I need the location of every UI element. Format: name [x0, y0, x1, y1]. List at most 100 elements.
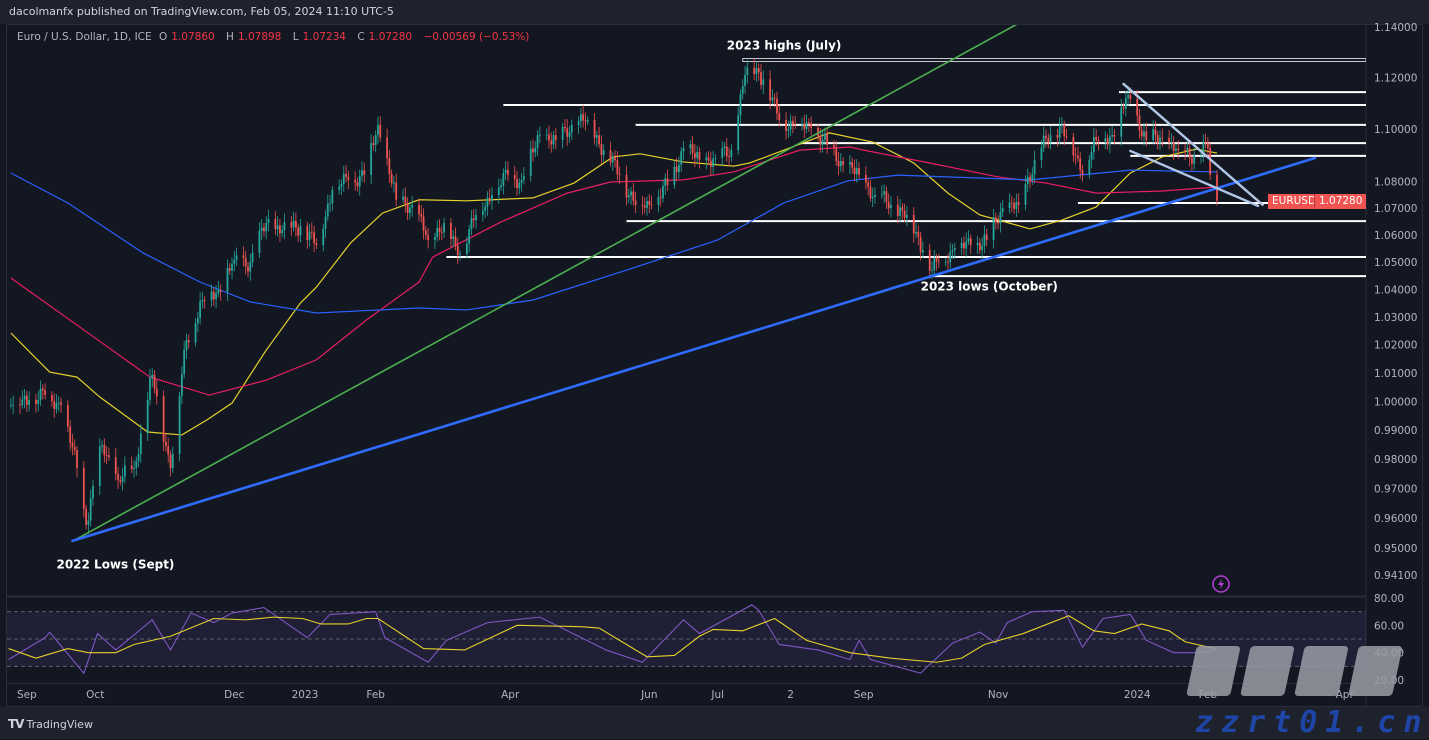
candle-body: [534, 147, 537, 153]
candle-body: [880, 194, 883, 196]
candle-body: [299, 225, 302, 236]
high-value: 1.07898: [237, 31, 282, 43]
candle-body: [678, 164, 680, 173]
candle-body: [1042, 135, 1045, 148]
candle-body: [821, 139, 824, 145]
candle-body: [76, 450, 78, 469]
candle-body: [705, 157, 708, 160]
candle-body: [657, 197, 660, 205]
candle-body: [133, 468, 135, 470]
rsi-line-rsi_ma: [8, 615, 1215, 663]
candle-body: [244, 257, 247, 267]
price-tick-label: 0.94100: [1374, 570, 1417, 582]
candle-body: [577, 121, 580, 125]
candle-body: [443, 223, 445, 233]
candle-body: [1026, 176, 1029, 185]
price-tick-label: 0.98000: [1374, 454, 1417, 466]
candle-body: [196, 318, 199, 324]
candle-body: [785, 119, 787, 131]
candle-body: [217, 290, 220, 294]
candle-body: [712, 158, 715, 167]
candle-body: [564, 126, 566, 129]
candle-body: [1161, 137, 1164, 139]
candle-body: [201, 299, 204, 302]
price-axis[interactable]: 1.14000 1.12000 1.10000 1.08000 1.07000 1.060…: [1374, 22, 1417, 582]
candle-body: [928, 249, 931, 271]
candle-body: [1056, 135, 1059, 138]
candle-body: [406, 203, 409, 214]
candle-body: [185, 339, 188, 351]
candle-body: [855, 168, 858, 175]
candle-body: [586, 119, 589, 122]
annotation-label: 2022 Lows (Sept): [56, 558, 174, 572]
candle-body: [119, 480, 122, 482]
candle-body: [260, 227, 263, 231]
time-tick-label: Dec: [224, 689, 245, 701]
candle-body: [810, 123, 813, 128]
candle-body: [755, 68, 758, 75]
candle-body: [773, 97, 776, 99]
rsi-pane: [7, 604, 1366, 675]
time-tick-label: 2024: [1124, 689, 1151, 701]
candle-body: [568, 132, 571, 137]
lightning-icon[interactable]: [1212, 575, 1230, 593]
open-value: 1.07860: [171, 31, 215, 43]
time-tick-label: Oct: [86, 689, 104, 701]
candle-body: [819, 135, 822, 145]
candle-body: [1177, 148, 1180, 151]
candle-body: [242, 255, 245, 258]
candle-body: [422, 216, 425, 231]
candle-body: [1081, 170, 1084, 175]
candle-body: [25, 395, 28, 405]
candle-body: [326, 203, 329, 217]
candle-body: [390, 174, 393, 184]
candle-body: [714, 158, 717, 159]
candle-body: [698, 152, 701, 160]
time-tick-label: Apr: [501, 689, 520, 701]
candle-body: [155, 388, 158, 397]
candle-body: [1186, 147, 1189, 151]
candle-body: [1175, 148, 1177, 151]
candle-body: [123, 465, 126, 477]
rsi-line-rsi: [8, 604, 1218, 675]
candle-body: [19, 404, 21, 406]
annotations: 2023 highs (July) 2023 lows (October) 2022…: [56, 39, 1057, 572]
price-tick-label: 0.96000: [1374, 513, 1417, 525]
trendline-wedge: [1122, 82, 1264, 207]
candle-body: [41, 388, 44, 391]
candle-body: [1159, 137, 1161, 143]
candle-body: [315, 243, 318, 246]
candle-body: [267, 219, 270, 224]
time-tick-label: Jul: [710, 689, 724, 701]
candle-body: [274, 219, 277, 230]
tradingview-logo[interactable]: TV TradingView: [8, 717, 93, 731]
candle-body: [1088, 159, 1091, 175]
candle-body: [440, 231, 443, 233]
time-axis[interactable]: SepOctDec2023FebAprJunJul2SepNov2024FebA…: [17, 689, 1355, 701]
candle-body: [937, 261, 940, 263]
candle-body: [614, 157, 616, 161]
candle-body: [411, 204, 414, 208]
candle-body: [35, 399, 37, 405]
candle-body: [947, 261, 949, 263]
candle-body: [1029, 176, 1031, 181]
candle-body: [762, 79, 765, 86]
candle-body: [737, 115, 740, 151]
candle-body: [513, 174, 516, 180]
candle-body: [1065, 136, 1068, 138]
candle-body: [887, 201, 890, 209]
tradingview-brand: TradingView: [26, 717, 93, 731]
candle-body: [595, 135, 598, 138]
candle-body: [73, 447, 76, 451]
candle-body: [283, 222, 286, 231]
candle-body: [279, 225, 281, 234]
moving-average-ma_blue: [10, 169, 1218, 314]
trendline-trend_blue: [71, 156, 1317, 543]
candle-body: [265, 223, 268, 232]
candle-body: [233, 260, 236, 264]
ohlc-high: H 1.07898: [226, 31, 285, 43]
close-label: C: [357, 31, 365, 43]
low-label: L: [292, 31, 299, 43]
price-tick-label: 1.08000: [1374, 176, 1417, 188]
